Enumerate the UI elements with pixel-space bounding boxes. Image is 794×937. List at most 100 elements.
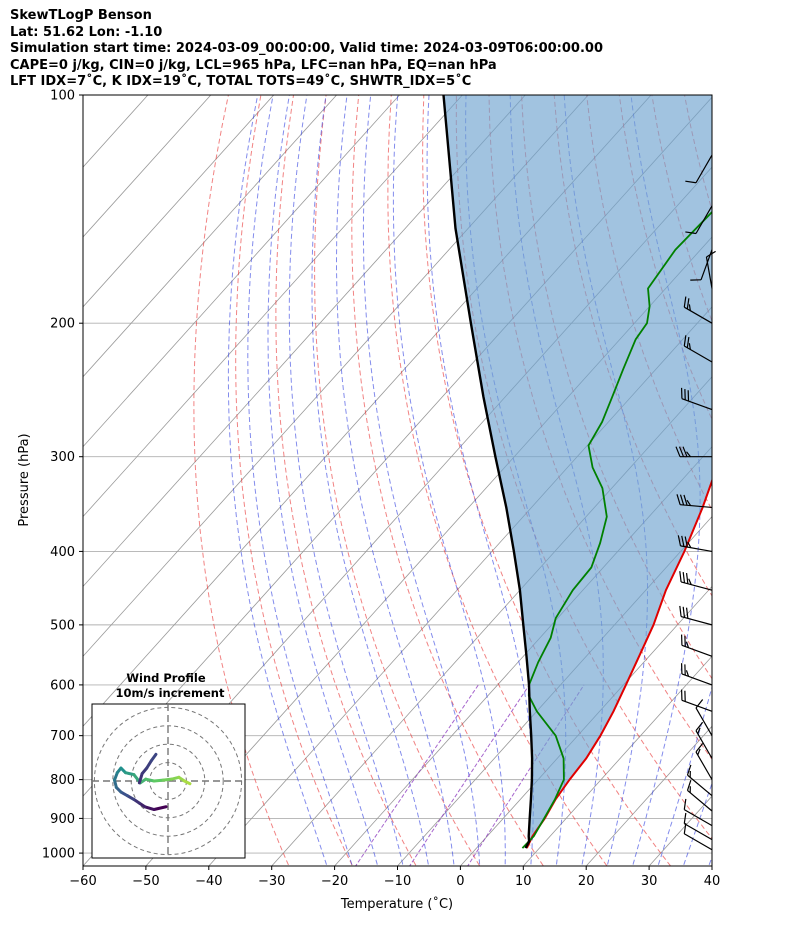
y-tick-label: 600 (50, 678, 75, 693)
wind-barb (695, 743, 713, 780)
wind-barb (690, 249, 713, 281)
x-tick-label: −10 (384, 874, 411, 889)
isotherm--110 (83, 95, 463, 518)
moist-adiabat (227, 95, 328, 866)
moist-adiabat (267, 95, 379, 866)
x-tick-label: −50 (132, 874, 159, 889)
dry-adiabat (314, 95, 481, 866)
isotherm--10 (396, 515, 712, 866)
hodograph-segment (182, 779, 192, 786)
wind-barb (685, 154, 713, 184)
wind-barb (695, 699, 713, 736)
parcel-area-fill (443, 95, 712, 849)
isotherm--150 (83, 95, 212, 238)
y-axis-label: Pressure (hPa) (17, 433, 32, 526)
location-coords: Lat: 51.62 Lon: -1.10 (10, 24, 163, 40)
dry-adiabat (275, 95, 417, 866)
isotherm--100 (83, 95, 526, 588)
wind-barb (686, 780, 713, 812)
y-tick-label: 200 (50, 317, 75, 332)
hodograph-segment (152, 805, 168, 812)
x-tick-label: −30 (258, 874, 285, 889)
hodograph-title: Wind Profile (126, 671, 206, 685)
wind-barb (680, 663, 713, 686)
wind-barb (695, 721, 713, 759)
isotherm--130 (83, 95, 338, 378)
y-tick-label: 100 (50, 89, 75, 104)
wind-barb (683, 812, 713, 841)
mixing-ratio-line (409, 684, 530, 866)
moist-adiabat (392, 95, 506, 866)
wind-barb (675, 446, 712, 458)
hodograph-segment (137, 772, 144, 785)
x-tick-label: 20 (578, 874, 595, 889)
mixing-ratio-line (355, 684, 479, 866)
simulation-times: Simulation start time: 2024-03-09_00:00:… (10, 41, 603, 56)
moist-adiabat (336, 95, 455, 866)
chart-title-block: SkewTLogP Benson Lat: 51.62 Lon: -1.10 S… (10, 8, 603, 91)
moist-adiabat (426, 95, 534, 866)
wind-barb (680, 634, 713, 657)
y-tick-label: 1000 (42, 847, 75, 862)
y-tick-label: 500 (50, 618, 75, 633)
y-tick-label: 700 (50, 729, 75, 744)
moist-adiabat (708, 855, 712, 866)
isotherm--120 (83, 95, 401, 448)
wind-barb (686, 764, 713, 797)
wind-barb (679, 605, 713, 626)
x-axis-label: Temperature (˚C) (340, 896, 453, 912)
dry-adiabat (422, 95, 672, 866)
moist-adiabat (657, 685, 712, 866)
isotherm-10 (522, 655, 712, 866)
dry-adiabat (710, 60, 794, 872)
isotherm-20 (585, 725, 712, 866)
x-tick-label: −20 (321, 874, 348, 889)
station-title: SkewTLogP Benson (10, 8, 152, 23)
y-tick-label: 400 (50, 545, 75, 560)
wind-barb (680, 689, 713, 712)
hodograph-segment (143, 805, 156, 812)
stability-indices-lifted: LFT IDX=7˚C, K IDX=19˚C, TOTAL TOTS=49˚C… (10, 74, 472, 89)
profiles-layer (442, 95, 712, 849)
dewpoint-line (521, 210, 712, 849)
stability-indices-cape: CAPE=0 j/kg, CIN=0 j/kg, LCL=965 hPa, LF… (10, 57, 497, 73)
parcel-path-line (442, 95, 534, 849)
moist-adiabat (247, 95, 353, 866)
y-tick-label: 900 (50, 812, 75, 827)
wind-barb (683, 823, 713, 851)
x-tick-label: −40 (195, 874, 222, 889)
x-tick-label: 10 (515, 874, 532, 889)
dry-adiabat (488, 95, 712, 761)
moist-adiabat (288, 95, 404, 866)
hodograph-plot (92, 704, 245, 858)
hodograph-segment (152, 778, 165, 783)
wind-barb (683, 798, 713, 827)
wind-barb (683, 335, 713, 363)
wind-barb (676, 494, 713, 509)
y-tick-label: 300 (50, 450, 75, 465)
x-tick-label: 30 (641, 874, 658, 889)
hodograph-ring (112, 725, 224, 837)
hodograph-subtitle: 10m/s increment (116, 686, 225, 700)
wind-barb (677, 535, 713, 553)
hodograph-inset: Wind Profile 10m/s increment (91, 671, 246, 859)
temperature-line (525, 477, 712, 849)
dry-adiabat (742, 60, 794, 872)
y-tick-label: 800 (50, 773, 75, 788)
moist-adiabat (362, 95, 481, 866)
wind-barb (683, 296, 713, 324)
axes-layer: −60 −50 −40 −30 −20 −10 0 10 20 30 40 100 200 300 400 5… (42, 89, 720, 890)
dry-adiabat (235, 95, 354, 866)
x-tick-label: −60 (69, 874, 96, 889)
x-tick-label: 40 (704, 874, 721, 889)
dry-adiabat (774, 60, 794, 872)
dry-adiabat (387, 95, 608, 866)
hodograph-segment (149, 752, 158, 763)
wind-barb (679, 571, 713, 591)
wind-barb (685, 205, 713, 235)
wind-barb (680, 387, 713, 411)
moist-adiabat (311, 95, 430, 866)
x-tick-label: 0 (456, 874, 464, 889)
hodograph-ring (130, 743, 206, 819)
